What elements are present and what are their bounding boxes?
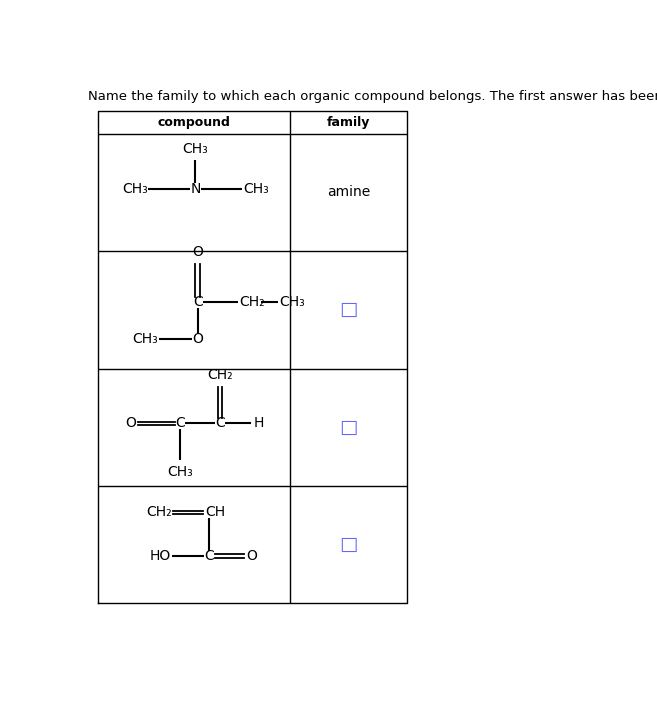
- Text: CH: CH: [206, 505, 225, 519]
- Text: O: O: [246, 549, 257, 564]
- Text: CH₃: CH₃: [132, 332, 158, 346]
- Text: C: C: [215, 417, 225, 430]
- Text: CH₃: CH₃: [243, 181, 269, 196]
- Text: O: O: [125, 417, 136, 430]
- Text: CH₃: CH₃: [279, 295, 305, 309]
- Text: CH₃: CH₃: [122, 181, 148, 196]
- Text: H: H: [253, 417, 263, 430]
- Text: □: □: [340, 418, 358, 437]
- Text: C: C: [175, 417, 185, 430]
- Text: CH₂: CH₂: [207, 368, 233, 382]
- Text: compound: compound: [158, 115, 231, 129]
- Text: family: family: [327, 115, 371, 129]
- Text: C: C: [204, 549, 214, 564]
- Text: CH₂: CH₂: [239, 295, 265, 309]
- Text: CH₃: CH₃: [167, 465, 193, 479]
- Text: CH₂: CH₂: [147, 505, 172, 519]
- Text: O: O: [193, 245, 203, 259]
- Text: □: □: [340, 300, 358, 319]
- Text: HO: HO: [150, 549, 171, 564]
- Text: C: C: [193, 295, 202, 309]
- Text: CH₃: CH₃: [183, 141, 208, 156]
- Text: O: O: [193, 332, 203, 346]
- Text: Name the family to which each organic compound belongs. The first answer has bee: Name the family to which each organic co…: [87, 90, 657, 103]
- Text: N: N: [191, 181, 200, 196]
- Text: □: □: [340, 536, 358, 554]
- Text: amine: amine: [327, 186, 371, 199]
